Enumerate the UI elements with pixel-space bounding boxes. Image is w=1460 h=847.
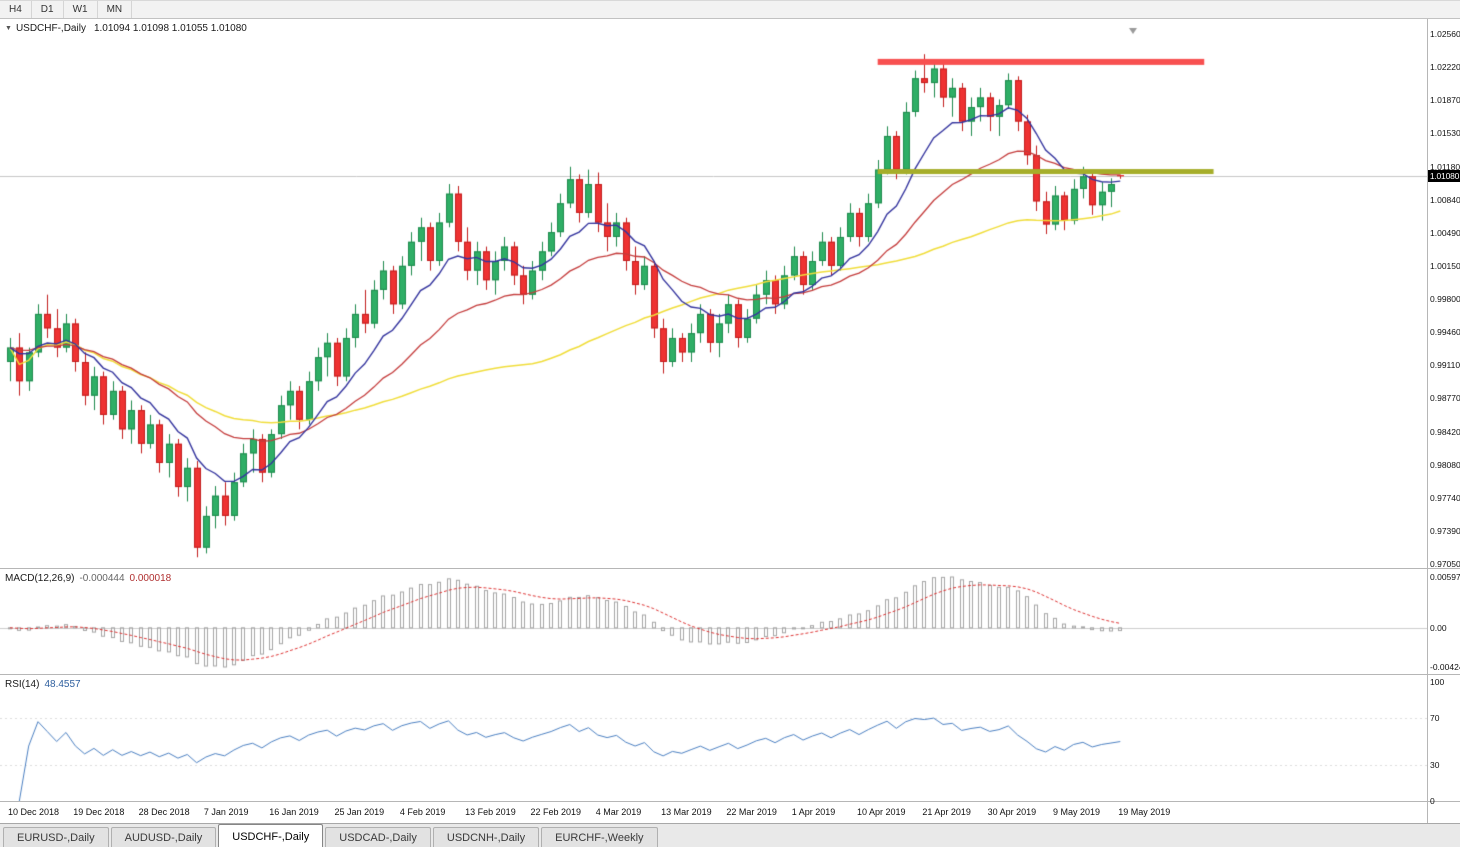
- date-axis-label: 4 Mar 2019: [595, 807, 642, 817]
- date-axis-label: 7 Jan 2019: [203, 807, 249, 817]
- date-axis-label: 25 Jan 2019: [334, 807, 385, 817]
- rsi-label: RSI(14) 48.4557: [5, 679, 81, 690]
- date-axis-label: 21 Apr 2019: [922, 807, 971, 817]
- chart-tab-eurusd-daily[interactable]: EURUSD-,Daily: [3, 827, 109, 847]
- date-axis-label: 10 Dec 2018: [8, 807, 60, 817]
- panel-separator[interactable]: [0, 674, 1460, 675]
- date-axis-label: 4 Feb 2019: [399, 807, 446, 817]
- macd-name: MACD(12,26,9): [5, 573, 75, 584]
- rsi-name: RSI(14): [5, 679, 40, 690]
- date-axis-label: 30 Apr 2019: [987, 807, 1037, 817]
- date-axis[interactable]: 10 Dec 2018 19 Dec 2018 28 Dec 2018 7 Jan 2…: [0, 802, 1427, 823]
- macd-panel: MACD(12,26,9) -0.000444 0.000018: [0, 569, 1427, 675]
- price-axis-label: 0.97740: [1430, 492, 1460, 503]
- price-chart-canvas[interactable]: [0, 19, 1427, 569]
- panel-separator: [0, 801, 1460, 802]
- date-axis-label: 10 Apr 2019: [857, 807, 906, 817]
- date-axis-label: 16 Jan 2019: [269, 807, 319, 817]
- date-axis-label: 13 Feb 2019: [465, 807, 516, 817]
- rsi-scale-label: 30: [1430, 760, 1440, 771]
- price-axis-label: 1.01870: [1430, 95, 1460, 106]
- bid-price-badge: 1.01080: [1428, 170, 1460, 183]
- timeframe-button-mn[interactable]: MN: [97, 1, 133, 18]
- chart-tab-usdcad-daily[interactable]: USDCAD-,Daily: [325, 827, 431, 847]
- chart-tab-usdchf-daily[interactable]: USDCHF-,Daily: [218, 824, 324, 847]
- timeframe-toolbar: H4 D1 W1 MN: [0, 1, 1460, 19]
- rsi-scale-label: 100: [1430, 677, 1445, 687]
- timeframe-button-w1[interactable]: W1: [63, 1, 98, 18]
- date-axis-label: 28 Dec 2018: [138, 807, 190, 817]
- chart-tab-usdcnh-daily[interactable]: USDCNH-,Daily: [432, 827, 540, 847]
- macd-label: MACD(12,26,9) -0.000444 0.000018: [5, 573, 171, 584]
- chart-title: ▼ USDCHF-,Daily 1.01094 1.01098 1.01055 1.…: [5, 23, 247, 34]
- price-axis-label: 0.98080: [1430, 459, 1460, 470]
- macd-canvas[interactable]: [0, 569, 1427, 675]
- macd-value-main: -0.000444: [79, 573, 125, 584]
- rsi-canvas[interactable]: [0, 675, 1427, 802]
- price-axis-label: 0.98770: [1430, 393, 1460, 404]
- date-axis-label: 22 Mar 2019: [726, 807, 777, 817]
- date-axis-label: 19 Dec 2018: [73, 807, 125, 817]
- symbol-period-label: USDCHF-,Daily: [15, 23, 86, 34]
- timeframe-button-d1[interactable]: D1: [31, 1, 64, 18]
- date-axis-label: 9 May 2019: [1052, 807, 1100, 817]
- chart-area: ▼ USDCHF-,Daily 1.01094 1.01098 1.01055 1.…: [0, 19, 1460, 823]
- rsi-scale-label: 0: [1430, 796, 1435, 806]
- rsi-value: 48.4557: [44, 679, 81, 690]
- price-axis[interactable]: 1.01080 1.02560 1.02220 1.01870 1.01530 1.01…: [1427, 19, 1460, 823]
- price-axis-label: 0.97050: [1430, 559, 1460, 569]
- timeframe-button-h4[interactable]: H4: [0, 1, 32, 18]
- macd-scale-label: 0.00: [1430, 622, 1447, 633]
- collapse-arrow-icon[interactable]: ▼: [5, 25, 12, 32]
- date-axis-label: 1 Apr 2019: [791, 807, 836, 817]
- price-axis-label: 1.00150: [1430, 260, 1460, 271]
- panel-separator[interactable]: [0, 568, 1460, 569]
- price-axis-label: 0.97390: [1430, 525, 1460, 536]
- macd-value-signal: 0.000018: [129, 573, 172, 584]
- rsi-scale-label: 70: [1430, 712, 1440, 723]
- price-axis-label: 1.00490: [1430, 227, 1460, 238]
- price-axis-label: 0.99460: [1430, 327, 1460, 338]
- price-axis-label: 1.00840: [1430, 194, 1460, 205]
- price-axis-label: 1.01180: [1430, 161, 1460, 172]
- price-axis-label: 0.99110: [1430, 360, 1460, 371]
- chart-tab-audusd-daily[interactable]: AUDUSD-,Daily: [110, 827, 217, 847]
- date-axis-label: 13 Mar 2019: [661, 807, 712, 817]
- chart-panels: ▼ USDCHF-,Daily 1.01094 1.01098 1.01055 1.…: [0, 19, 1427, 823]
- chart-tab-eurchf-weekly[interactable]: EURCHF-,Weekly: [541, 827, 658, 847]
- chart-tab-bar: EURUSD-,Daily AUDUSD-,Daily USDCHF-,Daily U…: [0, 823, 1460, 847]
- macd-scale-label: -0.00424: [1430, 662, 1460, 672]
- main-chart-panel: ▼ USDCHF-,Daily 1.01094 1.01098 1.01055 1.…: [0, 19, 1427, 569]
- rsi-panel: RSI(14) 48.4557: [0, 675, 1427, 802]
- price-axis-label: 0.99800: [1430, 294, 1460, 304]
- price-axis-label: 0.98420: [1430, 426, 1460, 437]
- price-axis-label: 1.02220: [1430, 62, 1460, 73]
- price-axis-label: 1.01530: [1430, 128, 1460, 139]
- date-axis-label: 19 May 2019: [1118, 807, 1171, 817]
- ohlc-values: 1.01094 1.01098 1.01055 1.01080: [93, 23, 247, 34]
- date-axis-label: 22 Feb 2019: [530, 807, 582, 817]
- price-axis-label: 1.02560: [1430, 29, 1460, 39]
- macd-scale-label: 0.00597: [1430, 572, 1460, 582]
